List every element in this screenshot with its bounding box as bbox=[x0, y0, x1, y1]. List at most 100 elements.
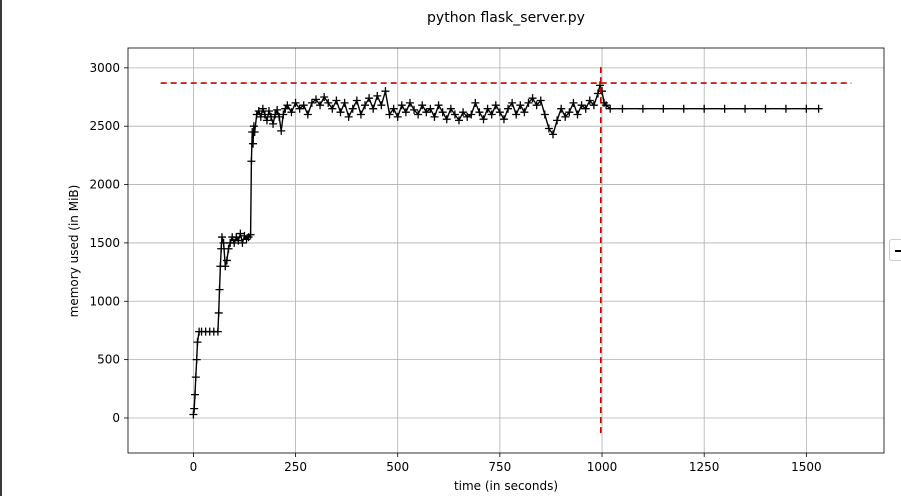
data-point-marker bbox=[553, 116, 562, 125]
data-point-marker bbox=[249, 122, 258, 131]
legend-box bbox=[889, 239, 901, 261]
data-point-marker bbox=[344, 112, 353, 121]
data-point-marker bbox=[487, 110, 496, 119]
data-point-marker bbox=[254, 107, 263, 116]
data-point-marker bbox=[316, 101, 325, 110]
data-point-marker bbox=[283, 101, 292, 110]
legend-line-marker bbox=[895, 250, 901, 252]
x-tick-label: 1000 bbox=[587, 460, 618, 474]
data-point-marker bbox=[217, 233, 226, 242]
data-point-marker bbox=[230, 238, 239, 247]
data-point-marker bbox=[741, 104, 750, 113]
data-point-marker bbox=[602, 101, 611, 110]
data-point-marker bbox=[369, 104, 378, 113]
data-point-marker bbox=[565, 108, 574, 117]
x-tick-label: 1250 bbox=[689, 460, 720, 474]
data-point-marker bbox=[781, 104, 790, 113]
y-tick-label: 1000 bbox=[89, 294, 120, 308]
data-point-marker bbox=[401, 108, 410, 117]
data-point-marker bbox=[365, 94, 374, 103]
chart-title: python flask_server.py bbox=[427, 10, 585, 26]
data-point-marker bbox=[273, 105, 282, 114]
data-point-marker bbox=[569, 98, 578, 107]
data-point-marker bbox=[595, 81, 604, 90]
data-point-marker bbox=[295, 104, 304, 113]
data-point-marker bbox=[593, 89, 602, 98]
data-point-marker bbox=[222, 256, 231, 265]
data-point-marker bbox=[389, 104, 398, 113]
data-point-marker bbox=[246, 230, 255, 239]
data-point-marker bbox=[720, 104, 729, 113]
data-point-marker bbox=[761, 104, 770, 113]
data-point-marker bbox=[279, 110, 288, 119]
x-axis-label: time (in seconds) bbox=[454, 479, 558, 493]
y-tick-label: 500 bbox=[97, 353, 120, 367]
data-point-marker bbox=[544, 124, 553, 133]
data-point-marker bbox=[679, 104, 688, 113]
data-point-marker bbox=[234, 236, 243, 245]
y-tick-label: 3000 bbox=[89, 61, 120, 75]
data-point-marker bbox=[267, 112, 276, 121]
data-point-marker bbox=[299, 101, 308, 110]
data-point-marker bbox=[217, 244, 226, 253]
data-point-marker bbox=[307, 98, 316, 107]
data-point-marker bbox=[277, 126, 286, 135]
data-point-marker bbox=[311, 95, 320, 104]
data-point-marker bbox=[414, 110, 423, 119]
data-point-marker bbox=[700, 104, 709, 113]
data-point-marker bbox=[397, 101, 406, 110]
data-point-marker bbox=[540, 110, 549, 119]
data-point-marker bbox=[213, 327, 222, 336]
data-point-marker bbox=[189, 410, 198, 419]
data-point-marker bbox=[348, 104, 357, 113]
y-tick-label: 2500 bbox=[89, 119, 120, 133]
plot-frame bbox=[127, 47, 885, 454]
data-point-marker bbox=[532, 101, 541, 110]
data-point-marker bbox=[190, 404, 199, 413]
data-point-marker bbox=[455, 116, 464, 125]
data-point-marker bbox=[577, 101, 586, 110]
data-point-marker bbox=[287, 108, 296, 117]
data-point-marker bbox=[463, 112, 472, 121]
data-point-marker bbox=[479, 115, 488, 124]
data-point-marker bbox=[606, 104, 615, 113]
data-point-marker bbox=[418, 101, 427, 110]
data-point-marker bbox=[269, 119, 278, 128]
data-point-marker bbox=[516, 101, 525, 110]
data-point-marker bbox=[256, 112, 265, 121]
data-point-marker bbox=[324, 98, 333, 107]
data-point-marker bbox=[224, 244, 233, 253]
data-point-marker bbox=[528, 94, 537, 103]
data-point-marker bbox=[385, 110, 394, 119]
y-axis-label: memory used (in MiB) bbox=[67, 185, 81, 318]
data-point-marker bbox=[548, 130, 557, 139]
data-point-marker bbox=[471, 98, 480, 107]
data-point-marker bbox=[659, 104, 668, 113]
data-point-marker bbox=[238, 238, 247, 247]
data-point-marker bbox=[191, 390, 200, 399]
data-point-marker bbox=[340, 98, 349, 107]
data-point-marker bbox=[512, 110, 521, 119]
x-tick-label: 0 bbox=[190, 460, 198, 474]
data-point-marker bbox=[377, 101, 386, 110]
data-point-marker bbox=[442, 115, 451, 124]
axis-ticks: 0 250 500 750 1000 1250 1500 0 500 1000 1500 2000 25… bbox=[89, 61, 821, 474]
data-point-marker bbox=[438, 108, 447, 117]
data-point-marker bbox=[557, 104, 566, 113]
data-point-marker bbox=[495, 108, 504, 117]
data-point-marker bbox=[802, 104, 811, 113]
data-point-marker bbox=[328, 104, 337, 113]
data-point-marker bbox=[275, 112, 284, 121]
data-point-marker bbox=[332, 96, 341, 105]
y-tick-label: 0 bbox=[112, 411, 120, 425]
data-point-marker bbox=[352, 96, 361, 105]
reference-lines bbox=[160, 64, 852, 434]
data-point-marker bbox=[336, 108, 345, 117]
data-point-marker bbox=[405, 98, 414, 107]
data-point-marker bbox=[236, 229, 245, 238]
data-point-marker bbox=[422, 108, 431, 117]
data-point-marker bbox=[260, 110, 269, 119]
y-tick-label: 1500 bbox=[89, 236, 120, 250]
data-point-marker bbox=[581, 104, 590, 113]
x-tick-label: 250 bbox=[284, 460, 307, 474]
